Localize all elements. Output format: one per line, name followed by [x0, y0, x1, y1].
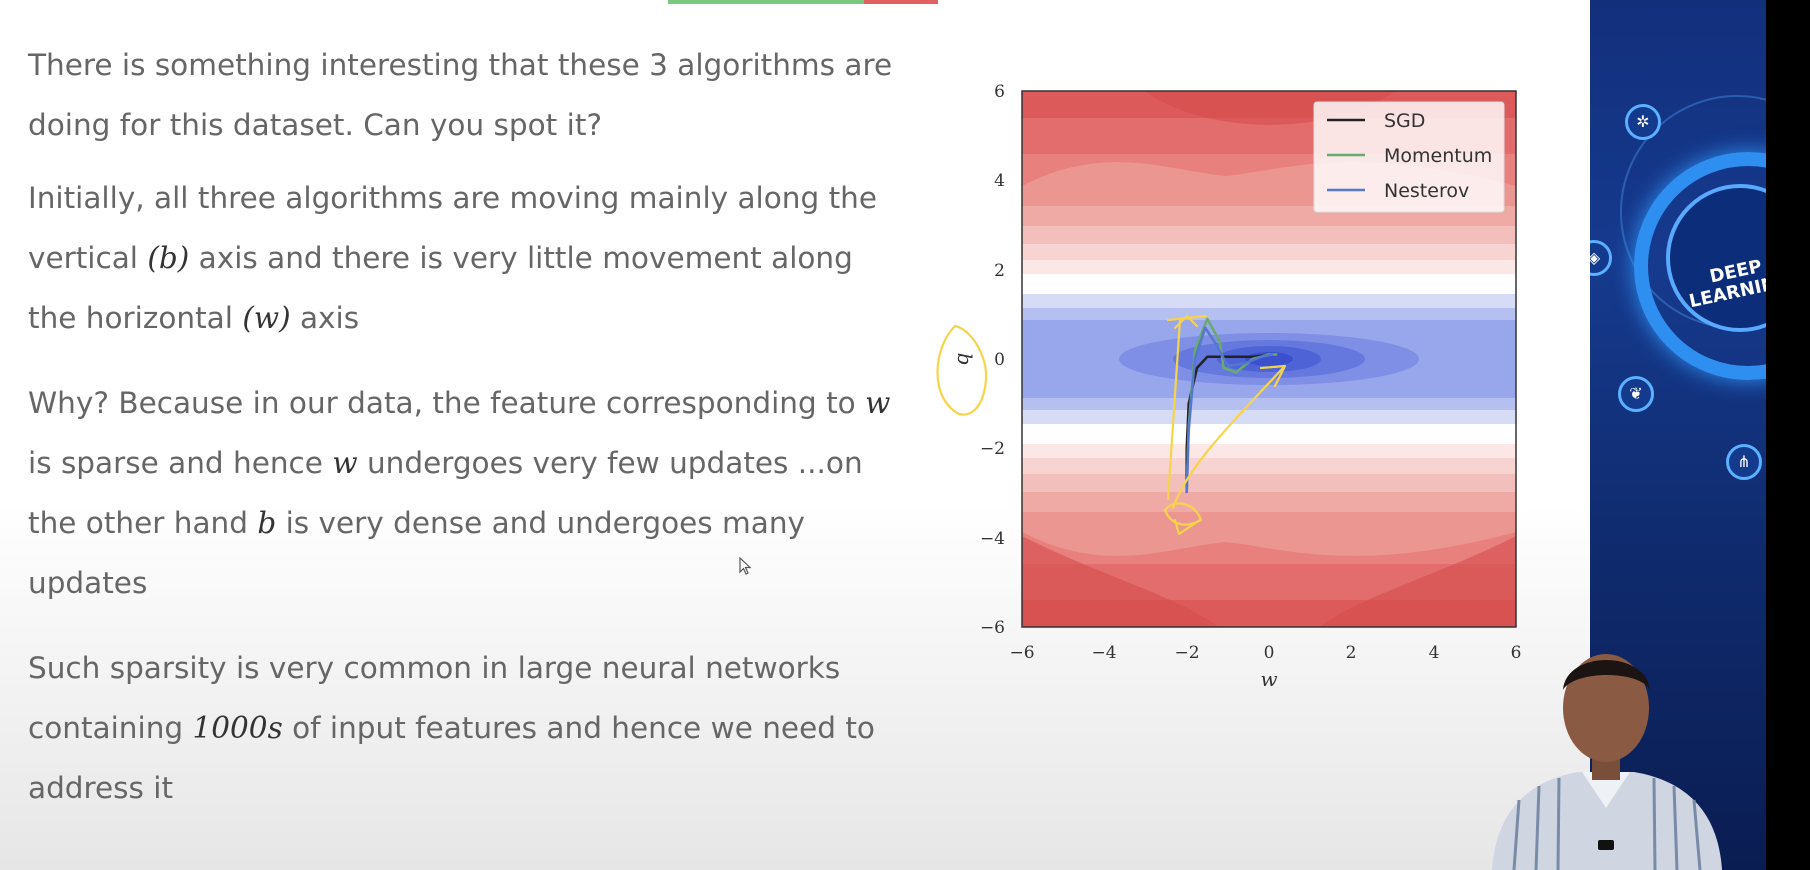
x-tick-label: 6	[1511, 643, 1522, 663]
paragraph-observation: There is something interesting that thes…	[28, 35, 918, 155]
math-w: w	[332, 446, 358, 480]
paragraph-text: There is something interesting that thes…	[28, 48, 893, 142]
paragraph-initial-movement: Initially, all three algorithms are movi…	[28, 168, 888, 348]
y-ticks: 6 4 2 0 −2 −4 −6	[980, 82, 1005, 638]
series-lines	[1185, 317, 1278, 494]
annotation-arrow-diagonal	[1171, 364, 1287, 510]
progress-bar-green	[668, 0, 864, 4]
y-tick-label: 0	[994, 350, 1005, 370]
frame-edge	[1766, 0, 1810, 870]
x-tick-label: 4	[1429, 643, 1440, 663]
annotation-start-scribble	[1163, 502, 1203, 536]
paragraph-why-sparse: Why? Because in our data, the feature co…	[28, 373, 898, 613]
legend-label-nesterov: Nesterov	[1384, 180, 1469, 202]
text-segment: Such sparsity is very common in large ne…	[28, 651, 841, 745]
y-tick-label: 4	[994, 171, 1005, 191]
x-tick-label: 2	[1346, 643, 1357, 663]
course-branding-panel: DEEP LEARNING ✲ ❦ ⋔ ◈	[1590, 0, 1766, 870]
mouse-cursor-icon	[739, 557, 752, 575]
y-tick-label: −4	[980, 529, 1005, 549]
text-segment: axis and there is very little movement a…	[28, 241, 853, 335]
x-tick-label: −2	[1174, 643, 1199, 663]
paragraph-sparsity-common: Such sparsity is very common in large ne…	[28, 638, 878, 818]
math-w: w	[865, 386, 891, 420]
annotation-b-circle	[936, 324, 987, 416]
x-tick-label: 0	[1264, 643, 1275, 663]
x-tick-label: −6	[1009, 643, 1034, 663]
series-line-nesterov	[1185, 326, 1274, 494]
y-axis-label: b	[953, 353, 977, 366]
y-tick-label: −2	[980, 439, 1005, 459]
x-axis-label: w	[1260, 667, 1277, 691]
y-tick-label: −6	[980, 618, 1005, 638]
progress-bar-red	[864, 0, 938, 4]
legend-label-momentum: Momentum	[1384, 145, 1492, 167]
text-segment: Initially, all three algorithms are movi…	[28, 181, 878, 275]
presenter-video	[1492, 654, 1722, 870]
x-ticks: −6 −4 −2 0 2 4 6	[1009, 643, 1521, 663]
y-tick-label: 6	[994, 82, 1005, 102]
text-segment: is sparse and hence	[28, 446, 333, 480]
math-w-axis: (w)	[242, 301, 291, 335]
lecture-slide: There is something interesting that thes…	[0, 0, 1590, 870]
text-segment: axis	[290, 301, 360, 335]
gear-node-icon: ✲	[1625, 104, 1661, 140]
math-b: b	[257, 506, 277, 540]
text-segment: of input features and hence we need to a…	[28, 711, 875, 805]
chip-node-icon: ◈	[1590, 240, 1612, 276]
x-tick-label: −4	[1091, 643, 1116, 663]
text-segment: Why? Because in our data, the feature co…	[28, 386, 866, 420]
plot-frame	[1021, 90, 1517, 628]
text-segment: is very dense and undergoes many updates	[28, 506, 805, 600]
legend-box	[1313, 101, 1505, 213]
lapel-mic-icon	[1598, 840, 1614, 850]
network-node-icon: ⋔	[1726, 444, 1762, 480]
contour-chart: −6 −4 −2 0 2 4 6 6 4 2 0 −2 −4 −6 w b	[936, 82, 1521, 691]
text-segment: undergoes very few updates ...on the oth…	[28, 446, 863, 540]
brain-node-icon: ❦	[1618, 376, 1654, 412]
legend-label-sgd: SGD	[1384, 110, 1425, 132]
legend: SGD Momentum Nesterov	[1313, 101, 1505, 213]
annotation-arrow-up	[1166, 314, 1208, 501]
math-b-axis: (b)	[147, 241, 190, 275]
math-1000s: 1000s	[192, 711, 283, 745]
annotation-scribbles	[936, 314, 1287, 536]
y-tick-label: 2	[994, 261, 1005, 281]
